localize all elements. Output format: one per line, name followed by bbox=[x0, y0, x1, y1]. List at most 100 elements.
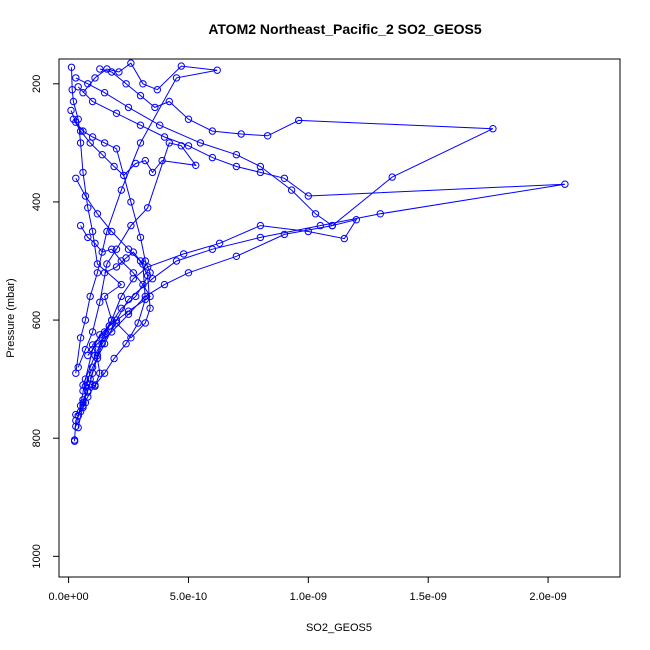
series-line bbox=[75, 178, 146, 428]
data-point bbox=[561, 180, 569, 188]
data-point bbox=[127, 59, 135, 67]
y-tick-label: 800 bbox=[31, 429, 43, 447]
data-point bbox=[129, 269, 138, 277]
data-point bbox=[76, 139, 85, 147]
data-point bbox=[295, 116, 303, 125]
data-point bbox=[148, 168, 157, 177]
y-tick-label: 1000 bbox=[31, 544, 43, 568]
data-point bbox=[136, 139, 145, 147]
data-point bbox=[93, 260, 102, 268]
data-point bbox=[237, 130, 245, 138]
data-point bbox=[117, 257, 126, 265]
data-point bbox=[177, 62, 186, 70]
data-point bbox=[117, 280, 126, 289]
data-point bbox=[93, 269, 102, 277]
profile-series-8 bbox=[72, 174, 150, 432]
data-point bbox=[311, 210, 320, 218]
data-point bbox=[287, 186, 296, 194]
y-tick-label: 600 bbox=[31, 311, 43, 329]
data-point bbox=[112, 245, 121, 253]
data-point bbox=[81, 345, 90, 354]
data-point bbox=[105, 322, 114, 330]
data-point bbox=[177, 142, 186, 150]
data-point bbox=[122, 340, 130, 348]
data-point bbox=[68, 86, 76, 94]
data-point bbox=[180, 250, 188, 258]
data-point bbox=[100, 369, 109, 377]
x-axis: 0.0e+00 5.0e-10 1.0e-09 1.5e-09 2.0e-09 bbox=[49, 576, 567, 603]
data-point bbox=[88, 328, 97, 336]
data-point bbox=[340, 234, 348, 243]
data-point bbox=[117, 292, 126, 301]
x-tick-label: 0.0e+00 bbox=[49, 591, 89, 603]
data-point bbox=[184, 115, 193, 123]
data-point bbox=[108, 227, 116, 236]
data-point bbox=[280, 174, 289, 183]
data-point bbox=[132, 292, 140, 301]
data-point bbox=[93, 210, 102, 218]
x-tick-label: 5.0e-10 bbox=[170, 591, 207, 603]
data-point bbox=[103, 260, 111, 268]
data-point bbox=[127, 221, 135, 230]
data-point bbox=[72, 74, 80, 82]
data-point bbox=[79, 402, 87, 410]
data-point bbox=[141, 319, 150, 327]
data-point bbox=[88, 227, 97, 236]
data-point bbox=[79, 381, 87, 389]
x-tick-label: 2.0e-09 bbox=[529, 591, 566, 603]
data-point bbox=[91, 74, 99, 82]
data-point bbox=[208, 153, 217, 162]
series-line bbox=[75, 77, 358, 416]
data-point bbox=[208, 245, 217, 253]
data-point bbox=[316, 221, 324, 230]
data-point bbox=[79, 127, 87, 135]
data-point bbox=[69, 97, 78, 106]
data-point bbox=[88, 133, 97, 141]
data-point bbox=[67, 63, 76, 72]
data-point bbox=[100, 89, 109, 97]
data-point bbox=[103, 227, 111, 236]
data-point bbox=[120, 171, 128, 180]
data-point bbox=[110, 162, 118, 171]
series-line bbox=[70, 110, 151, 427]
y-tick-label: 200 bbox=[31, 75, 43, 93]
data-point bbox=[86, 292, 94, 301]
data-point bbox=[134, 319, 142, 327]
data-point bbox=[158, 156, 166, 165]
data-point bbox=[144, 272, 152, 280]
data-point bbox=[139, 80, 147, 88]
data-point bbox=[129, 248, 138, 256]
data-point bbox=[70, 436, 79, 444]
x-tick-label: 1.5e-09 bbox=[410, 591, 447, 603]
series-layer bbox=[67, 59, 569, 445]
data-point bbox=[184, 142, 193, 150]
series-line bbox=[77, 86, 565, 392]
data-point bbox=[117, 304, 126, 312]
data-point bbox=[172, 74, 181, 82]
data-point bbox=[76, 221, 85, 230]
data-point bbox=[124, 307, 133, 315]
data-point bbox=[489, 125, 497, 133]
data-point bbox=[136, 233, 145, 242]
data-point bbox=[96, 298, 104, 306]
data-point bbox=[232, 151, 241, 159]
data-point bbox=[146, 304, 154, 312]
data-point bbox=[74, 83, 82, 91]
data-point bbox=[86, 375, 94, 383]
data-point bbox=[81, 192, 90, 200]
data-point bbox=[98, 248, 106, 256]
series-line bbox=[87, 68, 494, 356]
data-point bbox=[122, 80, 130, 88]
data-point bbox=[91, 381, 99, 389]
data-point bbox=[280, 230, 289, 239]
data-point bbox=[72, 174, 80, 183]
data-point bbox=[144, 204, 152, 212]
profile-series-2 bbox=[72, 74, 360, 420]
data-point bbox=[112, 109, 121, 118]
x-tick-label: 1.0e-09 bbox=[290, 591, 327, 603]
data-point bbox=[141, 156, 150, 165]
profile-series-10 bbox=[76, 221, 154, 389]
data-point bbox=[127, 198, 135, 206]
data-point bbox=[160, 280, 169, 289]
